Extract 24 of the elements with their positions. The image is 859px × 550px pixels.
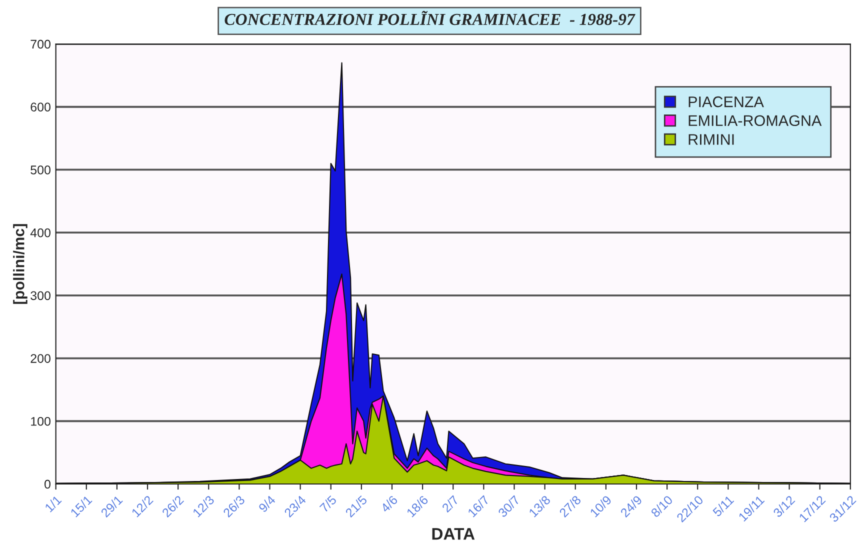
chart-title: CONCENTRAZIONI POLLĨNI GRAMINACEE - 1988-97 (224, 10, 636, 26)
y-tick-label: 500 (30, 166, 50, 174)
x-tick-label: 4/6 (380, 494, 398, 513)
x-tick-label: 2/7 (441, 494, 460, 513)
y-tick-label: 600 (30, 102, 50, 112)
y-axis-title: [pollini/mc] (13, 224, 28, 304)
x-tick-label: 1/1 (44, 494, 62, 513)
x-tick-label: 3/12 (772, 494, 796, 518)
y-tick-label: 100 (31, 416, 50, 426)
y-tick-label: 0 (44, 480, 50, 489)
x-tick-label: 15/1 (70, 494, 92, 518)
x-tick-label: 5/11 (712, 494, 734, 518)
legend-label: EMILIA-ROMAGNA (688, 115, 822, 126)
x-tick-label: 9/4 (258, 494, 276, 513)
x-tick-label: 7/5 (319, 494, 338, 513)
y-tick-label: 300 (30, 291, 50, 300)
y-tick-label: 200 (30, 354, 50, 363)
y-tick-label: 400 (30, 228, 50, 238)
y-tick-label: 700 (30, 40, 50, 49)
x-tick-label: 8/10 (650, 494, 674, 518)
x-tick-label: 29/1 (100, 494, 124, 518)
legend-label: PIACENZA (688, 96, 764, 108)
legend-label: RIMINI (688, 134, 734, 145)
x-axis-title: DATA (432, 528, 475, 540)
